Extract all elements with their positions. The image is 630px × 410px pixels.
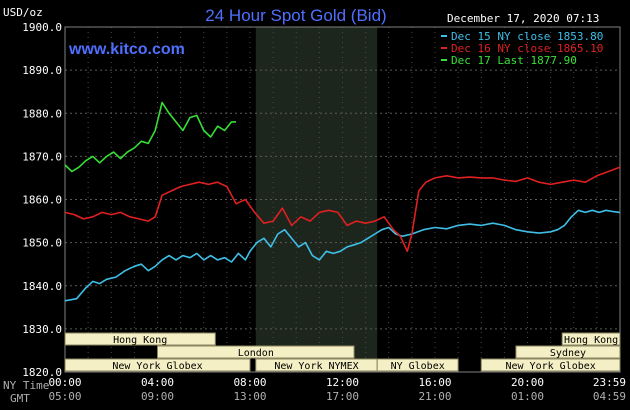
x-tick-label-gmt: 05:00 (48, 390, 81, 403)
market-session-bar (515, 345, 621, 359)
market-session-bar (376, 358, 459, 372)
x-tick-label-gmt: 04:59 (593, 390, 626, 403)
market-session-label: Hong Kong (564, 335, 618, 346)
y-tick-label: 1900.0 (22, 21, 62, 34)
market-session-label: New York NYMEX (274, 361, 358, 372)
plot-frame (64, 26, 621, 373)
x-tick-label-gmt: 21:00 (418, 390, 451, 403)
market-sessions-layer: Hong Kong Hong Kong London Sydney New York G… (64, 332, 621, 372)
market-session-bar (561, 332, 621, 346)
legend-entry-dec17: Dec 17 Last 1877.90 (451, 54, 577, 67)
market-session-label: NY Globex (391, 361, 445, 372)
market-session-label: Hong Kong (113, 335, 167, 346)
market-session-bar (480, 358, 621, 372)
legend: Dec 15 NY close 1853.80 Dec 16 NY close … (441, 30, 603, 67)
market-session-bar (64, 358, 251, 372)
legend-entry-dec15: Dec 15 NY close 1853.80 (451, 30, 603, 43)
x-tick-label-gmt: 17:00 (326, 390, 359, 403)
y-tick-label: 1890.0 (22, 64, 62, 77)
series-line-1 (64, 166, 621, 253)
series-layer (64, 101, 621, 302)
x-tick-label-gmt: 01:00 (511, 390, 544, 403)
ny-time-label: NY Time (3, 379, 49, 392)
market-session-bar (157, 345, 355, 359)
market-session-label: Sydney (550, 348, 586, 359)
website-label: www.kitco.com (68, 41, 185, 58)
y-tick-label: 1820.0 (22, 366, 62, 379)
gmt-label: GMT (10, 392, 30, 405)
x-tick-label-gmt: 09:00 (141, 390, 174, 403)
x-tick-label-ny: 20:00 (511, 376, 544, 389)
y-tick-label: 1870.0 (22, 150, 62, 163)
y-tick-label: 1850.0 (22, 237, 62, 250)
x-tick-label-gmt: 13:00 (233, 390, 266, 403)
units-label: USD/oz (3, 6, 43, 19)
chart-title: 24 Hour Spot Gold (Bid) (205, 6, 386, 25)
timestamp: December 17, 2020 07:13 (447, 12, 599, 25)
x-tick-label-ny: 08:00 (233, 376, 266, 389)
x-tick-label-ny: 00:00 (48, 376, 81, 389)
x-tick-label-ny: 12:00 (326, 376, 359, 389)
x-tick-label-ny: 04:00 (141, 376, 174, 389)
y-tick-label: 1860.0 (22, 194, 62, 207)
x-tick-label-ny: 16:00 (418, 376, 451, 389)
series-line-2 (64, 101, 237, 173)
market-session-label: New York Globex (112, 361, 202, 372)
legend-entry-dec16: Dec 16 NY close 1865.10 (451, 42, 603, 55)
market-session-label: London (238, 348, 274, 359)
market-session-label: New York Globex (505, 361, 595, 372)
x-tick-label-ny: 23:59 (593, 376, 626, 389)
y-tick-label: 1830.0 (22, 323, 62, 336)
series-line-0 (64, 209, 620, 302)
y-tick-label: 1880.0 (22, 107, 62, 120)
y-tick-label: 1840.0 (22, 280, 62, 293)
y-tick-labels: 1820.0 1830.0 1840.0 1850.0 1860.0 1870.0 1880… (22, 21, 62, 379)
market-session-bar (64, 332, 216, 346)
